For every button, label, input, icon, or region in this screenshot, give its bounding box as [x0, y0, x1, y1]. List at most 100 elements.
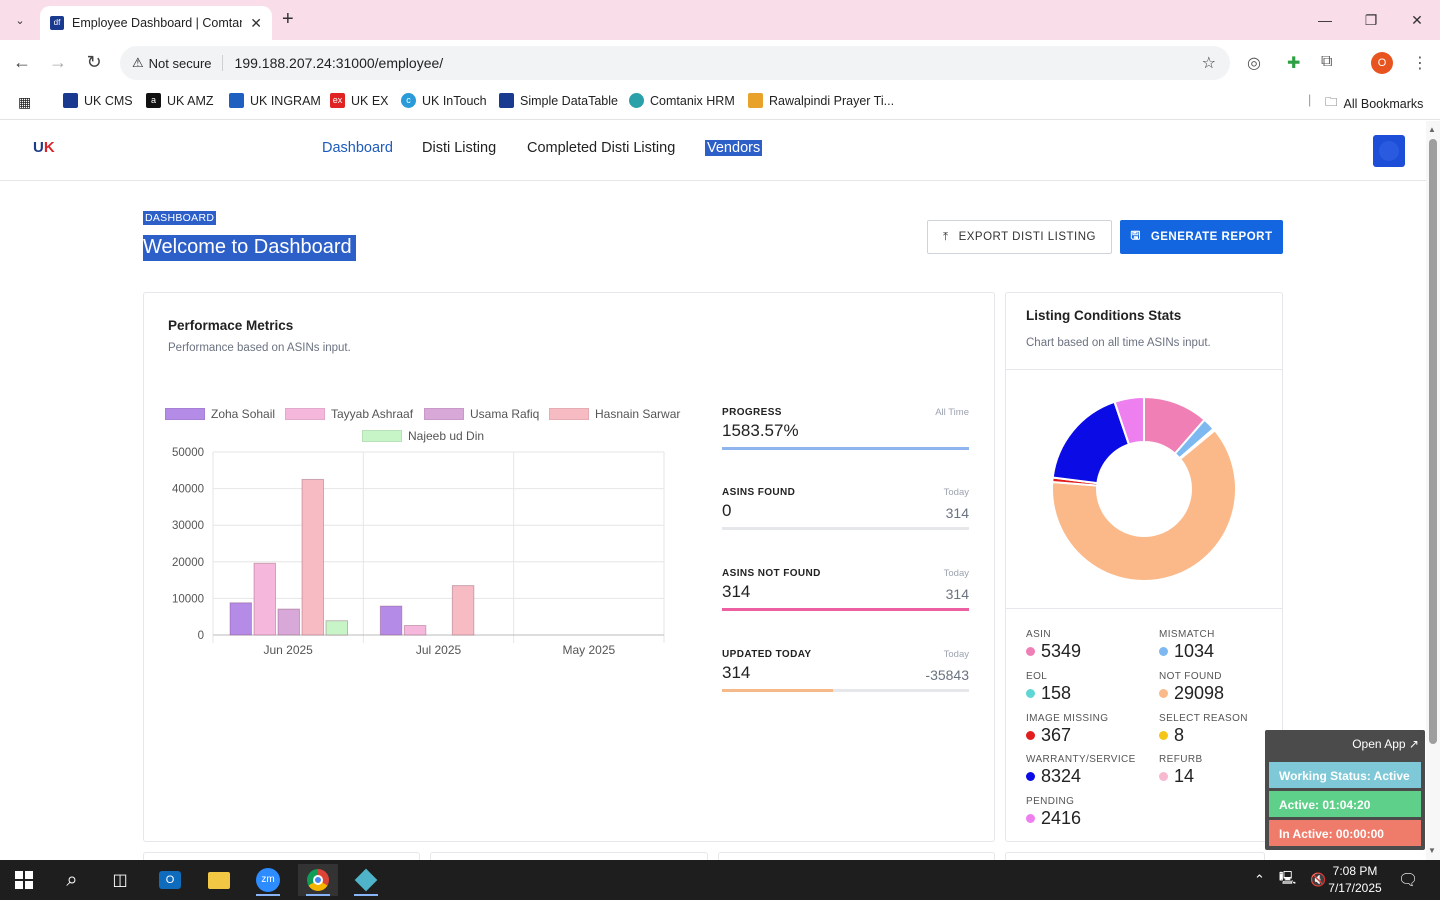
stat-number: 14: [1174, 766, 1195, 786]
reload-icon[interactable]: ↻: [86, 52, 102, 72]
minimize-icon[interactable]: —: [1318, 12, 1332, 28]
save-disk-icon: 🖫: [1130, 229, 1141, 242]
stat-number: 1034: [1174, 641, 1215, 661]
stat-item: EOL 158: [1026, 671, 1071, 703]
bottom-card-2: [430, 852, 708, 860]
bookmark-uk-cms[interactable]: UK CMS: [63, 93, 133, 108]
generate-report-button[interactable]: 🖫 GENERATE REPORT: [1120, 220, 1283, 254]
notifications-icon[interactable]: 🗨: [1398, 872, 1419, 889]
nav-vendors[interactable]: Vendors: [705, 140, 763, 156]
task-view-icon[interactable]: ◫: [112, 872, 128, 889]
stat-item: ASIN 5349: [1026, 629, 1081, 661]
maximize-icon[interactable]: ❐: [1364, 11, 1378, 28]
volume-muted-icon[interactable]: 🔇: [1310, 872, 1327, 887]
bookmark-uk-ex[interactable]: ex UK EX: [330, 93, 389, 108]
chrome-icon[interactable]: [298, 864, 338, 896]
chart-bar[interactable]: [229, 602, 252, 636]
metric-period: Today: [943, 649, 969, 660]
file-explorer-icon[interactable]: [199, 864, 239, 896]
user-avatar[interactable]: [1373, 135, 1405, 167]
translate-globe-icon[interactable]: ◎: [1247, 55, 1261, 72]
x-tick-label: Jul 2025: [416, 643, 462, 657]
legend-item[interactable]: Najeeb ud Din: [362, 429, 484, 443]
export-disti-listing-button[interactable]: ⤒ EXPORT DISTI LISTING: [927, 220, 1112, 254]
legend-item[interactable]: Tayyab Ashraaf: [285, 407, 413, 421]
scroll-down-icon[interactable]: ▼: [1428, 846, 1436, 855]
legend-item[interactable]: Hasnain Sarwar: [549, 407, 680, 421]
chart-bar[interactable]: [325, 620, 348, 636]
nav-dashboard[interactable]: Dashboard: [322, 140, 393, 156]
nav-disti-listing[interactable]: Disti Listing: [422, 140, 497, 156]
bookmark-comtanix-hrm[interactable]: Comtanix HRM: [629, 93, 735, 108]
metric-secondary-value: -35843: [925, 667, 969, 683]
profile-avatar-icon[interactable]: O: [1371, 52, 1393, 74]
apps-grid-icon[interactable]: ▦: [18, 94, 32, 110]
address-bar[interactable]: ⚠ Not secure 199.188.207.24:31000/employ…: [120, 46, 1230, 80]
tab-close-icon[interactable]: ✕: [250, 14, 262, 31]
inactive-time-row: In Active: 00:00:00: [1269, 820, 1421, 846]
donut-slice[interactable]: [1113, 395, 1145, 446]
bookmark-prayer-times[interactable]: Rawalpindi Prayer Ti...: [748, 93, 894, 108]
network-icon[interactable]: 🖳: [1278, 870, 1297, 885]
bookmark-uk-ingram[interactable]: UK INGRAM: [229, 93, 321, 108]
open-app-link[interactable]: Open App ↗: [1352, 737, 1419, 751]
stat-label: REFURB: [1159, 754, 1203, 765]
x-tick-label: Jun 2025: [263, 643, 313, 657]
not-secure-indicator[interactable]: ⚠ Not secure: [132, 55, 223, 71]
bookmark-simple-datatable[interactable]: Simple DataTable: [499, 93, 618, 108]
browser-tab[interactable]: df Employee Dashboard | Comtanix ✕: [40, 6, 272, 40]
url-text[interactable]: 199.188.207.24:31000/employee/: [234, 55, 444, 71]
app-diamond-icon[interactable]: [346, 864, 386, 896]
tab-search-chevron-icon[interactable]: ⌄: [15, 14, 25, 27]
forward-arrow-icon[interactable]: →: [49, 52, 67, 72]
legend-item[interactable]: Zoha Sohail: [165, 407, 275, 421]
legend-item[interactable]: Usama Rafiq: [424, 407, 539, 421]
scroll-up-icon[interactable]: ▲: [1428, 125, 1436, 134]
bottom-card-1: [143, 852, 420, 860]
browser-menu-icon[interactable]: ⋮: [1412, 55, 1428, 72]
bookmark-uk-amz[interactable]: a UK AMZ: [146, 93, 214, 108]
chart-bar[interactable]: [379, 605, 403, 636]
donut-slice[interactable]: [1051, 428, 1237, 582]
legend-label: Najeeb ud Din: [408, 429, 485, 443]
chart-bar[interactable]: [277, 608, 300, 636]
metric-progress-fill: [722, 608, 969, 611]
new-tab-plus-icon[interactable]: +: [282, 8, 294, 30]
uk-logo-icon[interactable]: UK: [33, 139, 55, 156]
close-window-icon[interactable]: ✕: [1411, 11, 1423, 28]
all-bookmarks[interactable]: 🗀 All Bookmarks: [1325, 93, 1423, 114]
metric-progress-track: [722, 447, 969, 450]
scrollbar-thumb[interactable]: [1429, 139, 1437, 744]
chart-bar[interactable]: [253, 562, 276, 636]
app-header: UK Dashboard Disti Listing Completed Dis…: [0, 121, 1426, 181]
metric-progress-track: [722, 527, 969, 530]
stat-value: 367: [1026, 725, 1071, 746]
breadcrumb: DASHBOARD: [143, 211, 217, 225]
donut-slice[interactable]: [1051, 400, 1131, 485]
extensions-puzzle-icon[interactable]: ⧉: [1321, 53, 1333, 70]
bookmark-star-icon[interactable]: ☆: [1201, 55, 1216, 72]
search-icon[interactable]: ⌕: [66, 868, 78, 891]
stat-item: PENDING 2416: [1026, 796, 1081, 828]
performance-title: Performace Metrics: [168, 318, 294, 333]
performance-card: [143, 292, 995, 842]
bookmark-uk-intouch[interactable]: c UK InTouch: [401, 93, 487, 108]
tray-chevron-up-icon[interactable]: ⌃: [1254, 872, 1265, 887]
nav-completed-disti-listing[interactable]: Completed Disti Listing: [527, 140, 676, 156]
outlook-icon[interactable]: O: [150, 864, 190, 896]
back-arrow-icon[interactable]: ←: [13, 52, 31, 72]
clock-date: 7/17/2025: [1328, 881, 1382, 895]
extension-plus-icon[interactable]: ✚: [1287, 55, 1301, 72]
chart-bar[interactable]: [301, 478, 324, 636]
chart-bar[interactable]: [403, 624, 427, 636]
page-scrollbar[interactable]: ▲ ▼: [1426, 121, 1440, 860]
chart-bar[interactable]: [451, 585, 475, 636]
metric-value: 314: [722, 663, 751, 682]
windows-start-icon[interactable]: [4, 864, 44, 896]
metric-value: 314: [722, 582, 751, 601]
metric-value: 1583.57%: [722, 421, 799, 440]
zoom-icon[interactable]: zm: [248, 864, 288, 896]
stat-value: 1034: [1159, 641, 1214, 662]
system-clock[interactable]: 7:08 PM 7/17/2025: [1322, 863, 1388, 897]
stat-label: EOL: [1026, 671, 1048, 682]
